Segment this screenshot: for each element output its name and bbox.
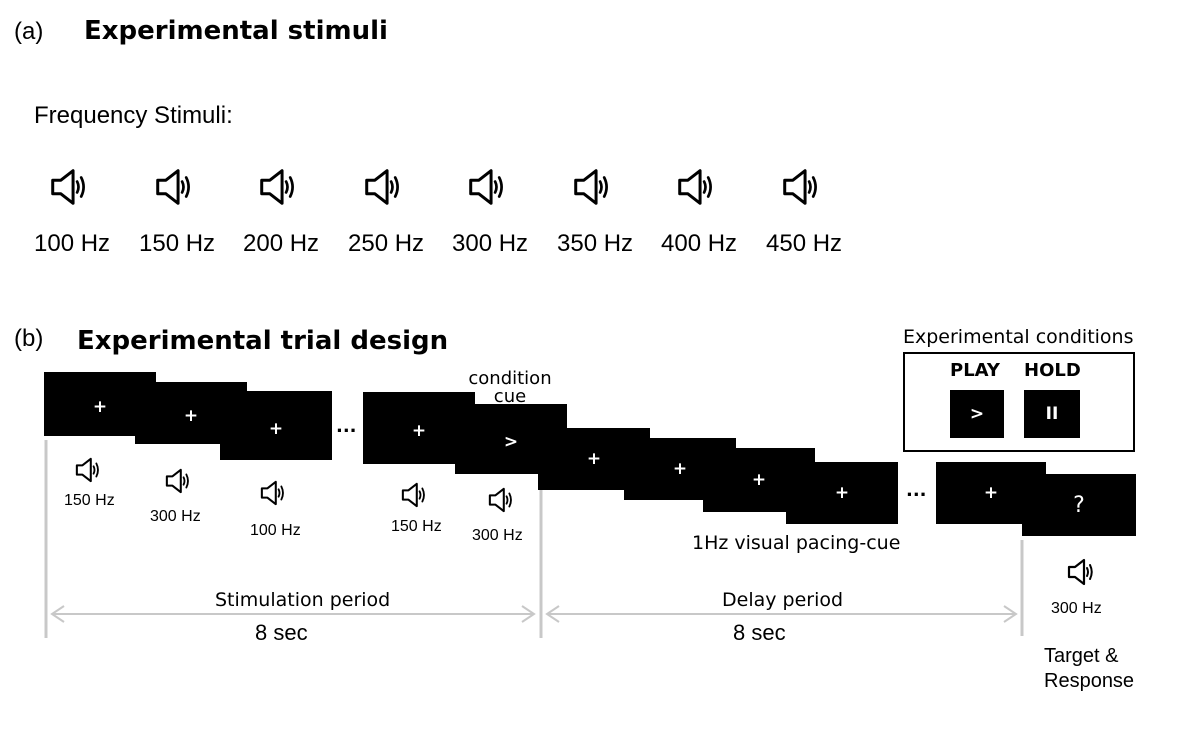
- screen-top-edge: [44, 372, 156, 378]
- target-response-label: Target & Response: [1044, 644, 1134, 694]
- screen-symbol: +: [183, 406, 199, 426]
- target-label-line2: Response: [1044, 670, 1135, 692]
- target-label-line1: Target &: [1044, 645, 1119, 667]
- stimulus-frequency-label: 150 Hz: [64, 492, 115, 509]
- stimulus-frequency-label: 400 Hz: [661, 230, 738, 257]
- speaker-icon: [153, 168, 195, 211]
- screen-symbol: +: [672, 459, 688, 479]
- screen-symbol: +: [268, 418, 284, 439]
- screen-symbol: +: [92, 397, 108, 417]
- screen-symbol: +: [411, 421, 427, 441]
- hold-symbol: II: [1045, 404, 1059, 424]
- condition-cue-label: condition cue: [468, 368, 552, 407]
- speaker-icon: [400, 482, 428, 513]
- hold-screen: II: [1024, 390, 1080, 438]
- speaker-icon: [487, 487, 515, 518]
- speaker-icon: [571, 168, 613, 211]
- stimulus-frequency-label: 150 Hz: [391, 518, 442, 535]
- play-screen: >: [950, 390, 1004, 438]
- speaker-icon: [780, 168, 822, 211]
- stimulus-frequency-label: 350 Hz: [557, 230, 634, 257]
- screen-top-edge: [220, 391, 332, 397]
- stimulation-screen: +: [220, 391, 332, 460]
- target-frequency: 300 Hz: [1051, 600, 1102, 617]
- stimulation-arrow-right: [521, 605, 536, 623]
- speaker-icon: [164, 468, 192, 499]
- delay-period-label: Delay period: [722, 589, 844, 611]
- stimulation-period-label: Stimulation period: [215, 589, 391, 611]
- target-symbol: ?: [1073, 492, 1085, 518]
- stimulus-frequency-label: 450 Hz: [766, 230, 843, 257]
- stimulation-arrow-left: [50, 605, 65, 623]
- stimulus-frequency-label: 100 Hz: [34, 230, 111, 257]
- conditions-title: Experimental conditions: [903, 326, 1134, 348]
- play-label: PLAY: [950, 360, 1000, 381]
- delay-screen: +: [786, 462, 898, 524]
- screen-symbol: >: [503, 432, 519, 452]
- speaker-icon: [466, 168, 508, 211]
- target-speaker-icon: [1066, 558, 1096, 591]
- play-symbol: >: [969, 404, 985, 424]
- speaker-icon: [74, 457, 102, 488]
- pacing-cue-label: 1Hz visual pacing-cue: [692, 532, 901, 554]
- panel-b-letter: (b): [14, 325, 44, 352]
- delay-ellipsis: ...: [906, 480, 927, 501]
- stimulus-frequency-label: 100 Hz: [250, 522, 301, 539]
- screen-top-edge: [363, 392, 475, 398]
- speaker-icon: [362, 168, 404, 211]
- stimulus-frequency-label: 250 Hz: [348, 230, 425, 257]
- speaker-icon: [48, 168, 90, 211]
- delay-period-duration: 8 sec: [733, 620, 786, 645]
- stimulus-frequency-label: 200 Hz: [243, 230, 320, 257]
- frequency-stimuli-label: Frequency Stimuli:: [34, 102, 233, 129]
- stimulus-frequency-label: 150 Hz: [139, 230, 216, 257]
- panel-a-letter: (a): [14, 18, 44, 45]
- conditions-box: PLAY HOLD > II: [903, 352, 1135, 452]
- speaker-icon: [675, 168, 717, 211]
- screen-symbol: +: [983, 483, 999, 503]
- stimulation-ellipsis: ...: [336, 416, 357, 437]
- delay-arrow-right: [1003, 605, 1018, 623]
- screen-top-edge: [135, 382, 247, 388]
- speaker-icon: [257, 168, 299, 211]
- screen-symbol: +: [834, 483, 850, 503]
- stimulus-frequency-label: 300 Hz: [472, 527, 523, 544]
- panel-a-title: Experimental stimuli: [84, 16, 388, 46]
- screen-top-edge: [455, 404, 567, 410]
- stimulus-frequency-label: 300 Hz: [452, 230, 529, 257]
- target-screen: ?: [1022, 474, 1136, 536]
- stimulus-frequency-label: 300 Hz: [150, 508, 201, 525]
- panel-b-title: Experimental trial design: [77, 326, 449, 356]
- speaker-icon: [259, 480, 287, 511]
- hold-label: HOLD: [1024, 360, 1081, 381]
- screen-symbol: +: [586, 449, 602, 469]
- stimulation-period-duration: 8 sec: [255, 620, 308, 645]
- delay-arrow-left: [545, 605, 560, 623]
- screen-symbol: +: [751, 470, 767, 490]
